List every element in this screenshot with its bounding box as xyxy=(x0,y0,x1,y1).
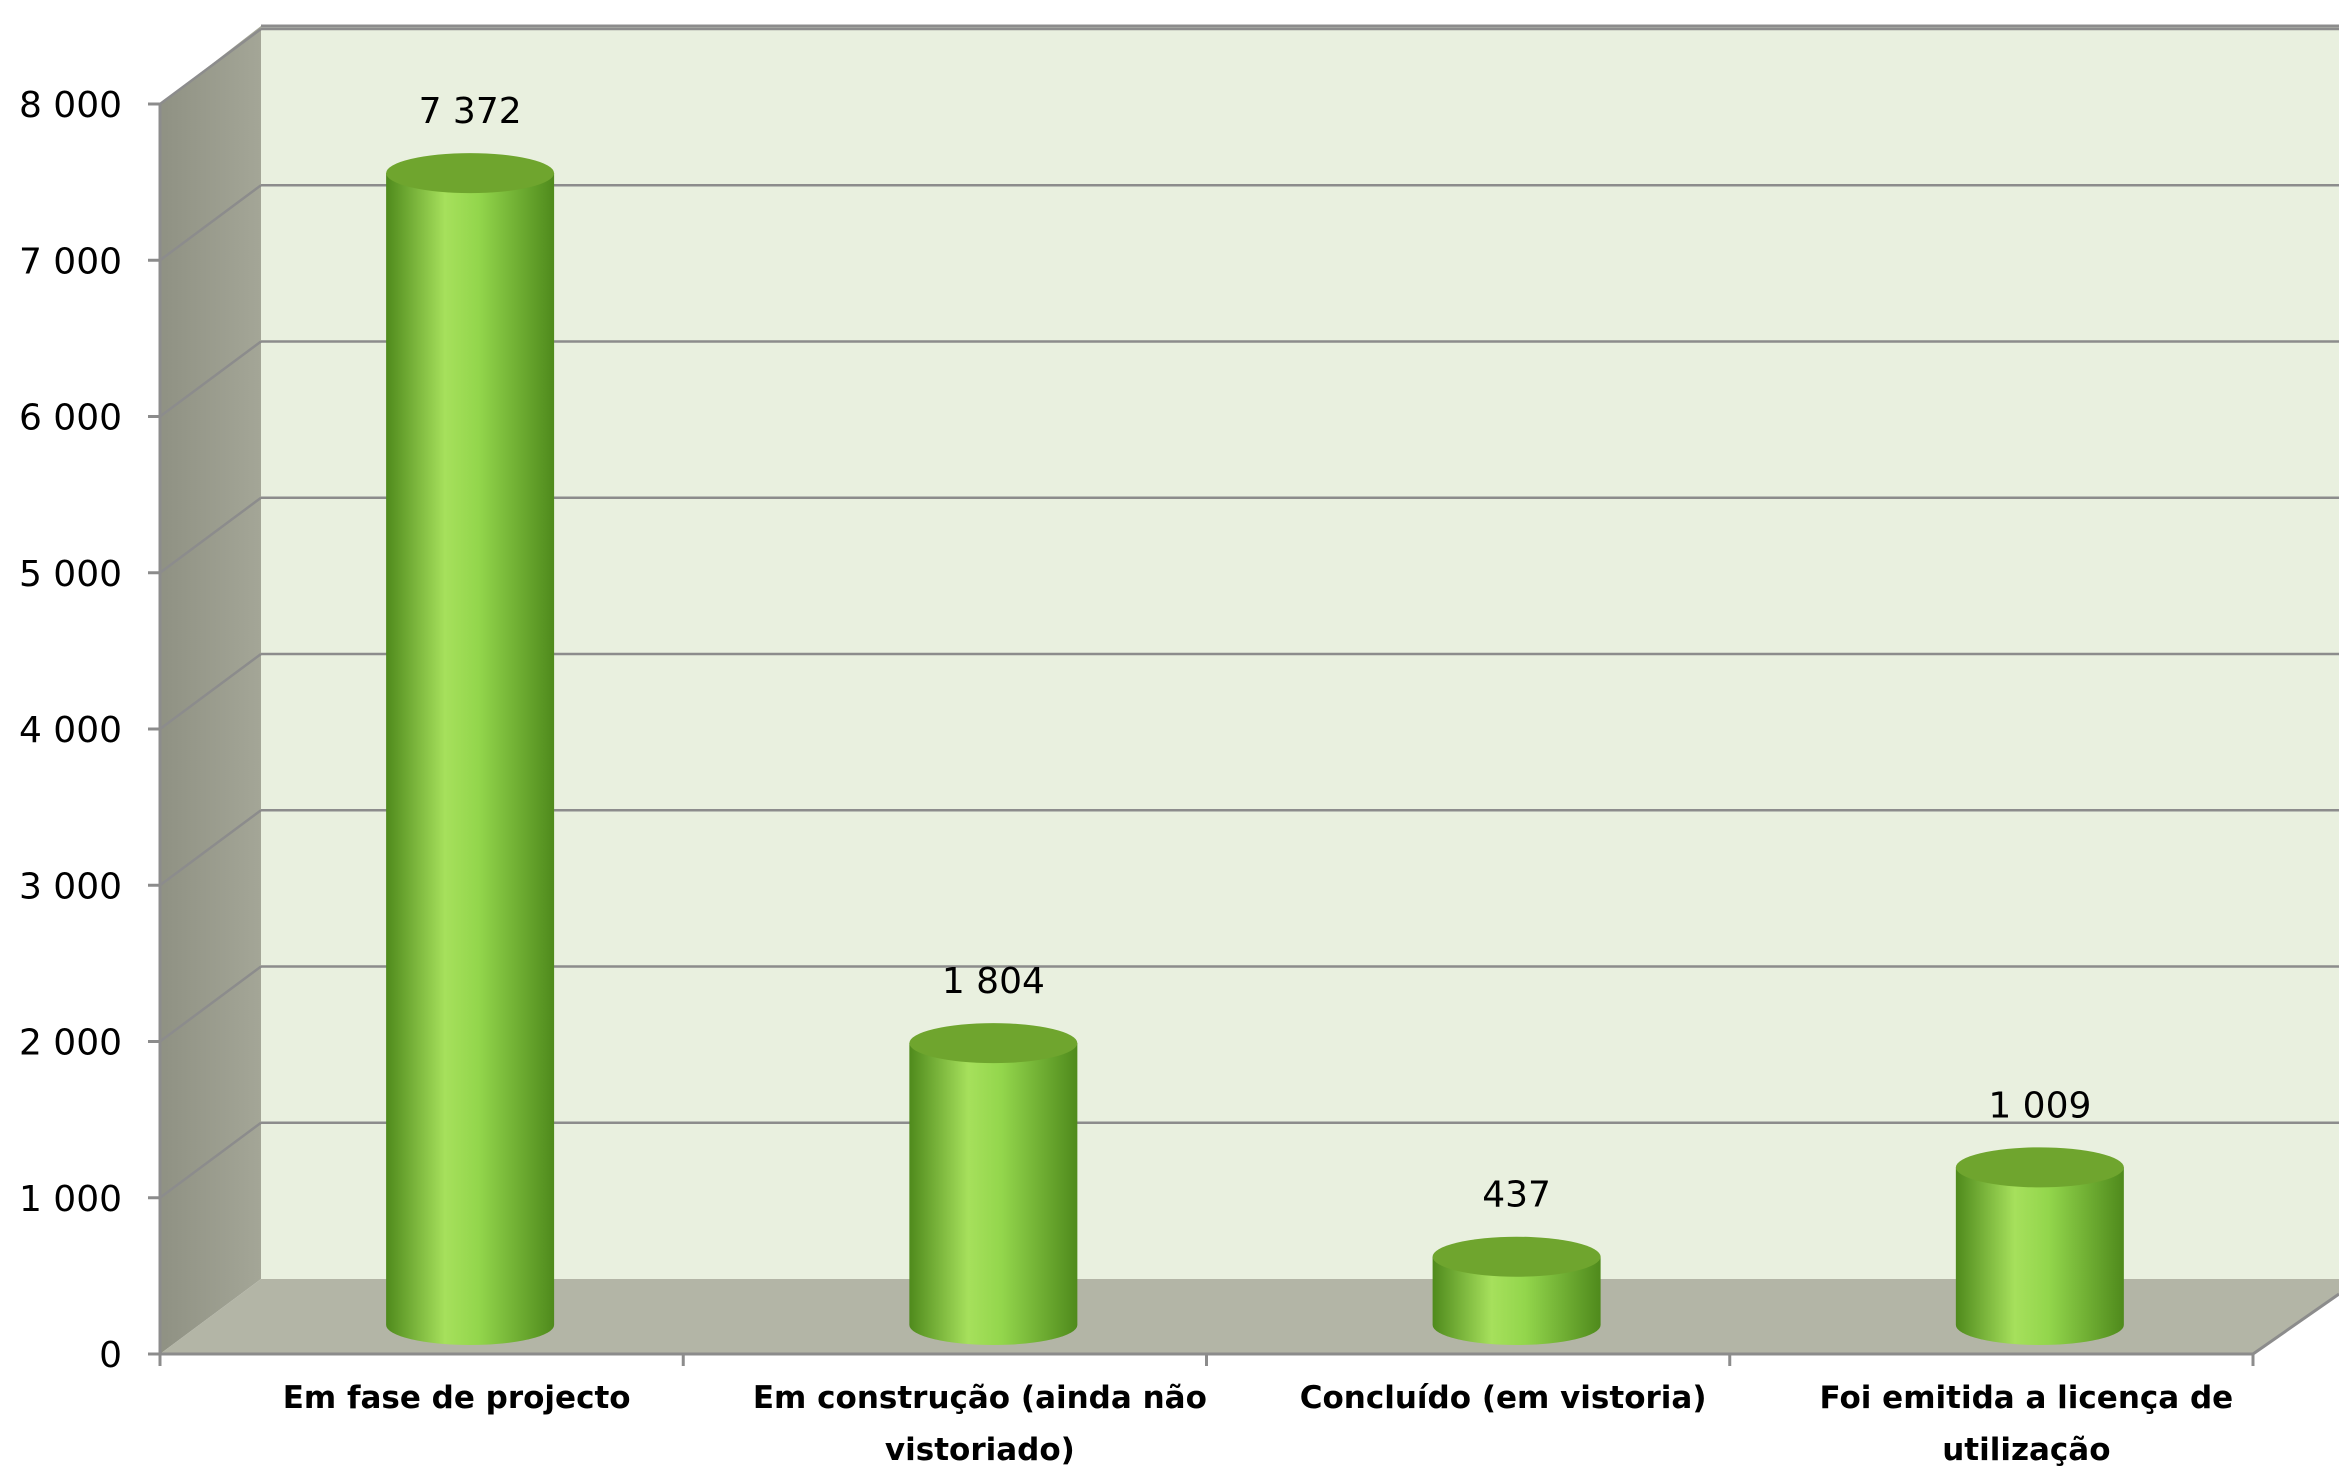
data-label: 1 804 xyxy=(942,961,1045,1002)
y-axis-tick-labels: 0 1 000 2 000 3 000 4 000 5 000 6 000 7 000 8 00… xyxy=(19,85,122,1376)
y-tick-label: 8 000 xyxy=(19,85,122,126)
floor xyxy=(160,1279,2339,1354)
side-gridline-7000 xyxy=(159,184,262,262)
y-tick-label: 3 000 xyxy=(19,866,122,907)
data-labels: 7 372 1 804 437 1 009 xyxy=(419,91,2092,1216)
bar-3 xyxy=(1955,1147,2124,1345)
bar-body xyxy=(1432,1256,1601,1345)
data-label: 1 009 xyxy=(1988,1085,2091,1126)
gridlines xyxy=(159,27,2339,1199)
bar-body xyxy=(1955,1167,2124,1345)
bar-body xyxy=(386,173,555,1345)
side-gridline-8000 xyxy=(159,27,262,106)
category-label: Concluído (em vistoria) xyxy=(1300,1380,1707,1416)
y-tick-label: 5 000 xyxy=(19,554,122,595)
bar-top xyxy=(386,153,555,194)
y-tick-label: 6 000 xyxy=(19,398,122,439)
y-tick-label: 2 000 xyxy=(19,1023,122,1064)
floor-edge-line xyxy=(2252,1292,2339,1356)
y-tick-label: 7 000 xyxy=(19,241,122,282)
bars xyxy=(386,153,2124,1345)
side-gridline-1000 xyxy=(159,1121,262,1199)
side-gridline-5000 xyxy=(159,496,262,574)
bar-top xyxy=(1432,1236,1601,1277)
x-axis-category-labels: Em fase de projecto Em construção (ainda … xyxy=(283,1380,2234,1468)
side-gridline-6000 xyxy=(159,340,262,418)
bar-top xyxy=(909,1023,1078,1064)
y-tick-label: 0 xyxy=(99,1335,122,1376)
y-tick-label: 1 000 xyxy=(19,1179,122,1220)
data-label: 437 xyxy=(1482,1175,1551,1216)
bar-body xyxy=(909,1043,1078,1345)
bar-0 xyxy=(386,153,555,1345)
axes xyxy=(148,102,2339,1366)
side-gridline-2000 xyxy=(159,965,262,1043)
bar-top xyxy=(1955,1147,2124,1188)
data-label: 7 372 xyxy=(419,91,522,132)
side-gridline-3000 xyxy=(159,809,262,887)
side-gridline-4000 xyxy=(159,652,262,731)
category-label: Em construção (ainda não vistoriado) xyxy=(753,1380,1207,1468)
bar-2 xyxy=(1432,1236,1601,1345)
bar-1 xyxy=(909,1023,1078,1345)
y-tick-label: 4 000 xyxy=(19,710,122,751)
category-label: Em fase de projecto xyxy=(283,1380,631,1416)
category-label: Foi emitida a licença de utilização xyxy=(1820,1380,2234,1468)
